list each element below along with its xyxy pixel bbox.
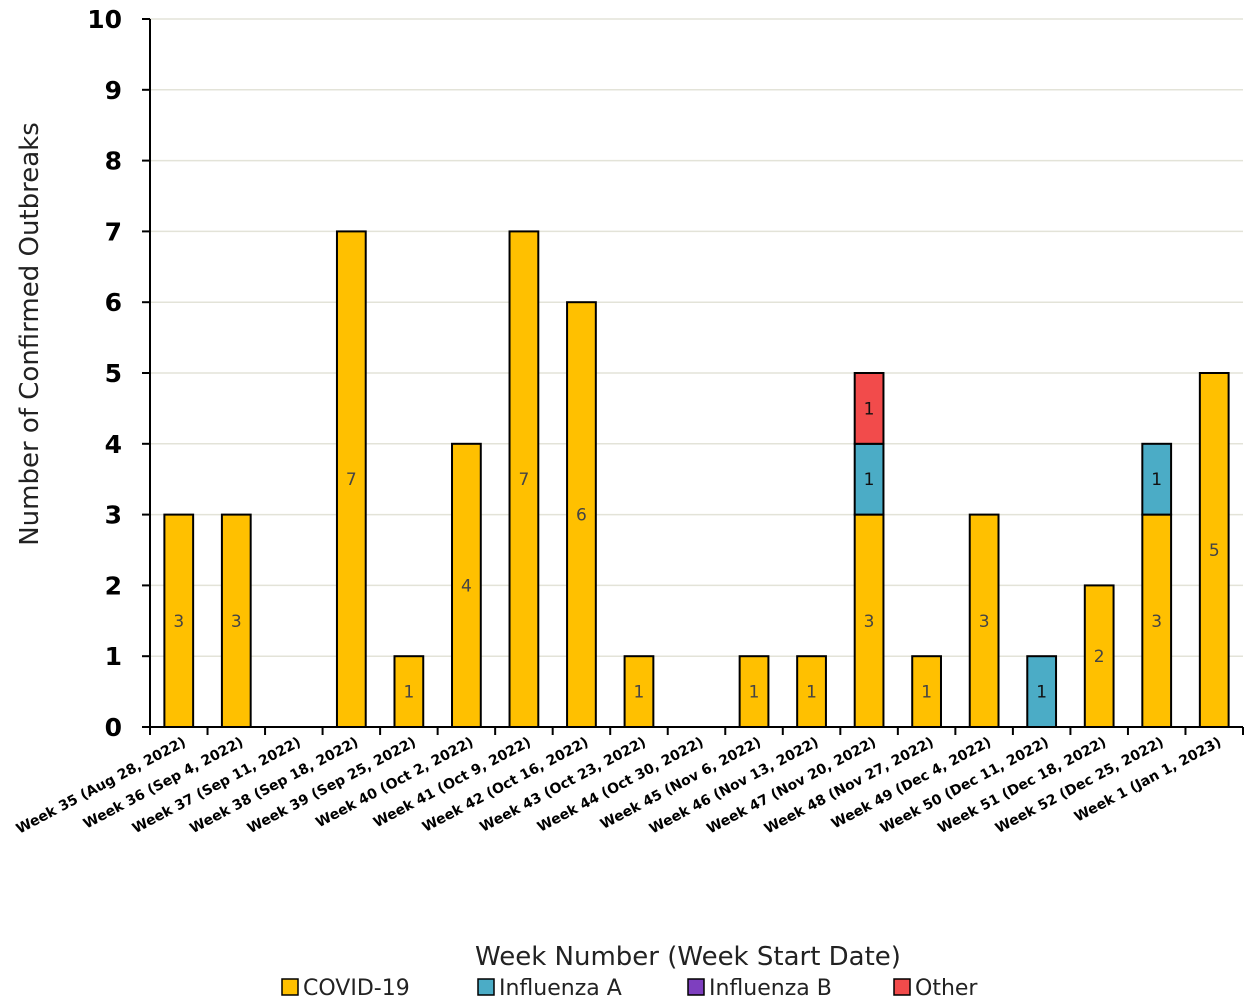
bar-segment	[796, 655, 827, 729]
y-tick-label: 3	[105, 501, 122, 530]
y-tick-label: 9	[105, 76, 122, 105]
legend: COVID-19 Influenza A Influenza B Other	[281, 976, 978, 1001]
data-label: 1	[403, 683, 414, 703]
y-tick-label: 2	[105, 571, 122, 600]
bar-segment	[1198, 372, 1230, 728]
data-label: 1	[864, 399, 875, 419]
x-tick-labels: Week 35 (Aug 28, 2022)Week 36 (Sep 4, 20…	[14, 734, 1224, 837]
data-label: 6	[576, 506, 587, 526]
data-label: 3	[1151, 612, 1162, 632]
data-label: 5	[1209, 541, 1220, 561]
data-label: 1	[921, 683, 932, 703]
legend-label: Influenza B	[709, 976, 832, 1001]
y-tick-label: 8	[105, 147, 122, 176]
legend-label: Other	[915, 976, 978, 1001]
data-label: 1	[864, 470, 875, 490]
bar-segment	[508, 230, 540, 728]
bar-segment	[566, 301, 597, 728]
bar-segment	[451, 442, 482, 728]
gridlines	[150, 18, 1243, 657]
legend-swatch	[687, 978, 705, 996]
bar-segment	[853, 372, 885, 445]
y-tick-label: 7	[105, 217, 122, 246]
y-tick-label: 4	[105, 430, 122, 459]
bar-segment	[968, 513, 1000, 728]
data-label: 3	[864, 612, 875, 632]
data-label: 4	[461, 576, 472, 596]
bar-segment	[1141, 442, 1173, 516]
data-label: 3	[173, 612, 184, 632]
y-tick-label: 6	[105, 288, 122, 317]
bar-segment	[393, 655, 425, 729]
data-label: 7	[346, 470, 357, 490]
y-tick-labels: 0 1 2 3 4 5 6 7 8 9 10	[87, 5, 122, 742]
y-tick-label: 0	[105, 713, 122, 742]
y-tick-label: 10	[87, 5, 122, 34]
legend-swatch	[477, 978, 495, 996]
data-label: 7	[519, 470, 530, 490]
bar-segment	[220, 513, 252, 728]
y-tick-label: 1	[105, 642, 122, 671]
bars: 3 3 7 1 4 7 6 1 1 1 3 1 1 1 3 1 2 3 1 5	[163, 230, 1230, 729]
data-label: 1	[749, 683, 760, 703]
data-label: 1	[806, 683, 817, 703]
bar-segment	[163, 513, 195, 728]
data-label: 3	[979, 612, 990, 632]
bar-segment	[853, 442, 885, 516]
data-label: 3	[231, 612, 242, 632]
data-label: 1	[1036, 683, 1047, 703]
legend-label: Influenza A	[499, 976, 622, 1001]
axes	[142, 18, 1244, 735]
data-label: 2	[1094, 647, 1105, 667]
data-label: 1	[1151, 470, 1162, 490]
bar-segment	[911, 655, 942, 729]
legend-swatch	[281, 978, 299, 996]
data-label: 1	[634, 683, 645, 703]
y-axis-title: Number of Confirmed Outbreaks	[15, 122, 45, 546]
x-axis-title: Week Number (Week Start Date)	[475, 942, 901, 972]
legend-swatch	[893, 978, 911, 996]
y-tick-label: 5	[105, 359, 122, 388]
bar-segment	[738, 655, 770, 729]
legend-label: COVID-19	[303, 976, 410, 1001]
